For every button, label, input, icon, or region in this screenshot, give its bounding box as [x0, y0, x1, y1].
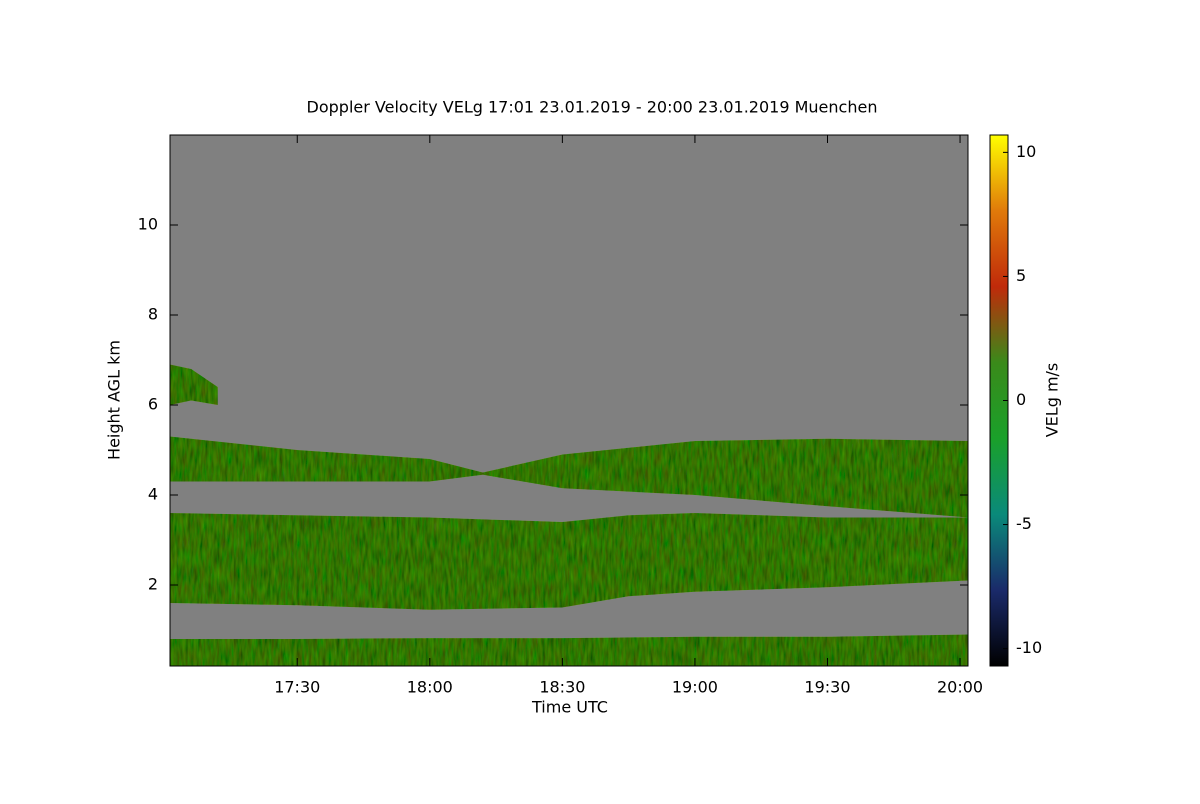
velocity-layer — [170, 364, 218, 405]
y-axis-label: Height AGL km — [105, 340, 124, 460]
y-tick-label: 8 — [148, 305, 158, 324]
velocity-layer — [170, 634, 968, 666]
y-tick-label: 6 — [148, 395, 158, 414]
colorbar-label: VELg m/s — [1043, 363, 1062, 438]
colorbar-tick-label: 5 — [1016, 266, 1026, 285]
colorbar-tick-label: 0 — [1016, 390, 1026, 409]
x-tick-label: 18:00 — [407, 678, 453, 697]
velocity-layer — [170, 513, 968, 610]
x-axis-label: Time UTC — [531, 698, 608, 717]
colorbar-tick-label: -5 — [1016, 514, 1032, 533]
y-tick-label: 4 — [148, 485, 158, 504]
plot-frame — [169, 134, 969, 667]
x-tick-label: 18:30 — [539, 678, 585, 697]
x-tick-label: 20:00 — [937, 678, 983, 697]
x-tick-label: 19:00 — [672, 678, 718, 697]
x-tick-label: 17:30 — [274, 678, 320, 697]
chart-title: Doppler Velocity VELg 17:01 23.01.2019 -… — [307, 98, 878, 117]
y-tick-label: 2 — [148, 575, 158, 594]
colorbar-tick-label: 10 — [1016, 142, 1036, 161]
y-tick-label: 10 — [138, 215, 158, 234]
x-tick-label: 19:30 — [804, 678, 850, 697]
velocity-layer — [170, 436, 968, 518]
colorbar-tick-label: -10 — [1016, 638, 1042, 657]
